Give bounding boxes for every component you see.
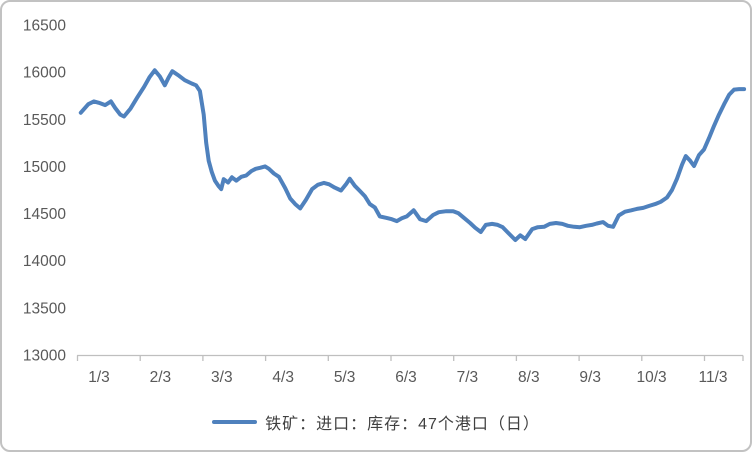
chart-legend: 铁矿：进口：库存：47个港口（日） [2,410,750,434]
y-axis-tick-label: 14000 [23,253,66,270]
x-axis-tick-label: 11/3 [698,369,727,386]
x-axis-tick-label: 9/3 [579,369,601,386]
y-axis-tick-label: 15000 [23,159,66,176]
x-axis-tick-label: 8/3 [518,369,540,386]
x-axis-tick-label: 3/3 [211,369,233,386]
x-axis-tick-label: 7/3 [457,369,479,386]
y-axis-tick-label: 16000 [23,65,66,82]
y-axis-tick-label: 13000 [23,348,66,365]
y-axis-tick-label: 13500 [23,300,66,317]
y-axis-tick-label: 14500 [23,206,66,223]
x-axis-tick-label: 4/3 [272,369,294,386]
x-axis-tick-label: 1/3 [88,369,110,386]
x-axis-tick-label: 2/3 [150,369,172,386]
legend-label: 铁矿：进口：库存：47个港口（日） [265,416,540,433]
x-axis-tick-label: 5/3 [334,369,356,386]
y-axis-tick-label: 15500 [23,112,66,129]
y-axis-tick-label: 16500 [23,18,66,35]
series-line-iron-ore-inventory [78,68,747,242]
x-axis-tick-label: 6/3 [395,369,417,386]
legend-line-swatch [212,420,258,424]
x-axis-tick-label: 10/3 [637,369,667,386]
